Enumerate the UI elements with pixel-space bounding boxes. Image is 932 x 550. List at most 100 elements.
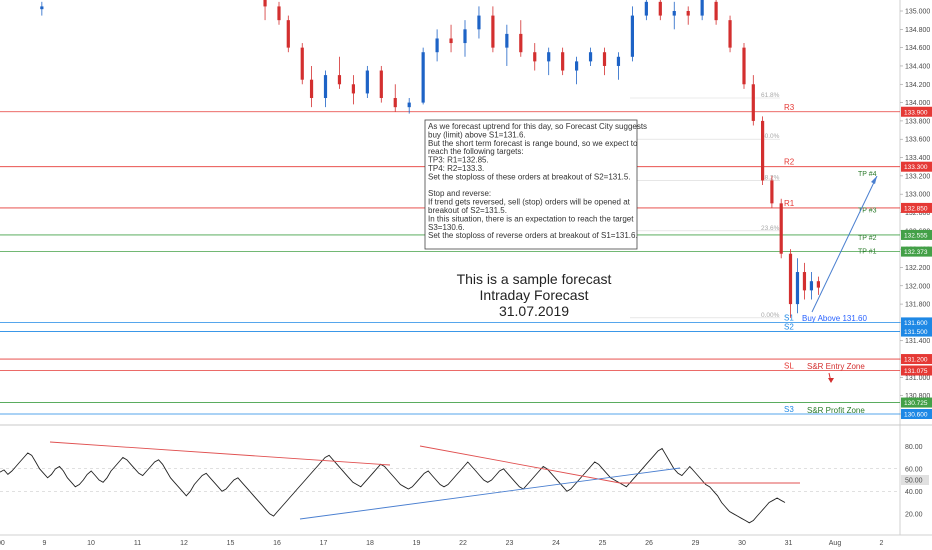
- candle-body: [795, 272, 800, 305]
- candle-body: [505, 33, 509, 48]
- rsi-down-trendline: [419, 445, 621, 484]
- buy-projection-arrowhead: [871, 176, 877, 184]
- candle-body: [393, 98, 397, 108]
- time-tick-label: 17: [320, 540, 328, 547]
- candle-body: [477, 15, 481, 30]
- candle-body: [761, 120, 765, 181]
- take-profit-targets: TP #4 TP #3 TP #2 TP #1: [858, 171, 877, 256]
- forecast-note-line: reach the following targets:: [428, 147, 524, 156]
- forecast-note-line: But the short term forecast is range bou…: [428, 139, 638, 148]
- price-tick-label: 130.800: [905, 393, 930, 400]
- level-name: SL: [784, 361, 794, 370]
- time-tick-label: 8:00: [0, 540, 5, 547]
- candle-body: [602, 52, 607, 66]
- title-line-3: 31.07.2019: [499, 303, 569, 319]
- forecast-note-line: breakout of S2=131.5.: [428, 206, 507, 215]
- forecast-note-line: TP4: R2=133.3.: [428, 164, 484, 173]
- level-price-badge: [901, 409, 932, 419]
- price-tick-label: 134.600: [905, 45, 930, 52]
- candle-body: [323, 75, 328, 99]
- level-price-badge: [901, 106, 932, 117]
- price-tick-label: 133.800: [905, 118, 930, 125]
- time-tick-label: 31: [785, 540, 793, 547]
- time-axis: 8:00 9 10 11 12 15 16 17 18 19 22 23 24 25 26 29 30 31 Aug…: [0, 540, 884, 547]
- forecast-note-line: Set the stoploss of reverse orders at br…: [428, 231, 638, 240]
- fib-label: 23.6%: [761, 225, 780, 232]
- price-tick-label: 134.400: [905, 63, 930, 70]
- price-tick-label: 132.000: [905, 283, 930, 290]
- time-tick-label: 30: [738, 540, 746, 547]
- candle-body: [309, 79, 314, 99]
- level-name: R1: [784, 199, 795, 208]
- rsi-value-badge: [901, 475, 929, 485]
- time-tick-label: 2: [880, 540, 884, 547]
- candle-body: [588, 52, 593, 62]
- candle-body: [351, 84, 355, 94]
- take-profit-label: TP #1: [858, 249, 877, 256]
- forecast-title: This is a sample forecast Intraday Forec…: [457, 271, 612, 319]
- level-name: R3: [784, 103, 795, 112]
- candle-body: [728, 20, 732, 48]
- candle-body: [449, 38, 453, 44]
- candle-body: [779, 203, 783, 254]
- fib-label: 0.00%: [761, 312, 780, 319]
- time-tick-label: 15: [227, 540, 235, 547]
- candle-body: [658, 1, 662, 16]
- title-line-2: Intraday Forecast: [480, 287, 589, 303]
- rsi-tick-label: 80.00: [905, 444, 923, 451]
- price-tick-label: 134.000: [905, 100, 930, 107]
- rsi-pane: 80.00 60.00 50.00 40.00 20.00: [0, 441, 929, 524]
- candle-body: [286, 20, 290, 48]
- level-price-label: 133.300: [904, 164, 928, 171]
- rsi-tick-label: 40.00: [905, 489, 923, 496]
- candle-body: [809, 281, 814, 291]
- time-tick-label: 29: [692, 540, 700, 547]
- candle-body: [263, 0, 267, 7]
- fibonacci-levels: 61.8% 50.0% 38.2% 23.6% 0.00%: [630, 92, 780, 319]
- candle-body: [742, 47, 746, 85]
- candle-body: [533, 52, 537, 62]
- time-tick-label: 24: [552, 540, 560, 547]
- candle-body: [788, 253, 793, 305]
- fib-label: 61.8%: [761, 92, 780, 99]
- level-price-label: 132.555: [904, 232, 928, 239]
- candle-body: [630, 15, 634, 57]
- candle-body: [379, 70, 383, 99]
- level-price-badge: [901, 161, 932, 172]
- candle-body: [686, 11, 690, 16]
- price-tick-label: 133.600: [905, 137, 930, 144]
- rsi-down-trendline: [49, 441, 391, 466]
- level-price-badge: [901, 246, 932, 257]
- level-price-badge: [901, 397, 932, 408]
- price-tick-label: 131.800: [905, 302, 930, 309]
- forecast-note-line: As we forecast uptrend for this day, so …: [428, 122, 647, 131]
- candle-body: [644, 1, 648, 16]
- time-tick-label: 9: [43, 540, 47, 547]
- sell-projection-arrowhead: [828, 378, 834, 383]
- level-price-badge: [901, 354, 932, 365]
- entry-zone-label: S&R Entry Zone: [807, 362, 865, 371]
- candle-body: [40, 6, 44, 10]
- price-tick-label: 133.200: [905, 173, 930, 180]
- level-name: S3: [784, 405, 794, 414]
- time-tick-label: 23: [506, 540, 514, 547]
- level-price-label: 132.373: [904, 249, 928, 256]
- candle-body: [816, 281, 820, 288]
- candle-body: [519, 33, 523, 53]
- level-name: R2: [784, 158, 795, 167]
- candle-body: [421, 52, 425, 103]
- candle-body: [714, 1, 718, 21]
- level-price-label: 130.725: [904, 400, 928, 407]
- price-tick-label: 134.800: [905, 27, 930, 34]
- forecast-note: As we forecast uptrend for this day, so …: [424, 119, 647, 250]
- forecast-note-line: Set the stoploss of these orders at brea…: [428, 172, 631, 181]
- price-tick-label: 131.000: [905, 375, 930, 382]
- forecast-note-line: TP3: R1=132.85.: [428, 156, 489, 165]
- rsi-tick-label: 20.00: [905, 511, 923, 518]
- time-tick-label: 18: [366, 540, 374, 547]
- buy-projection-arrow: [811, 175, 878, 313]
- take-profit-label: TP #4: [858, 171, 877, 178]
- candle-body: [277, 6, 281, 21]
- candle-body: [300, 47, 304, 80]
